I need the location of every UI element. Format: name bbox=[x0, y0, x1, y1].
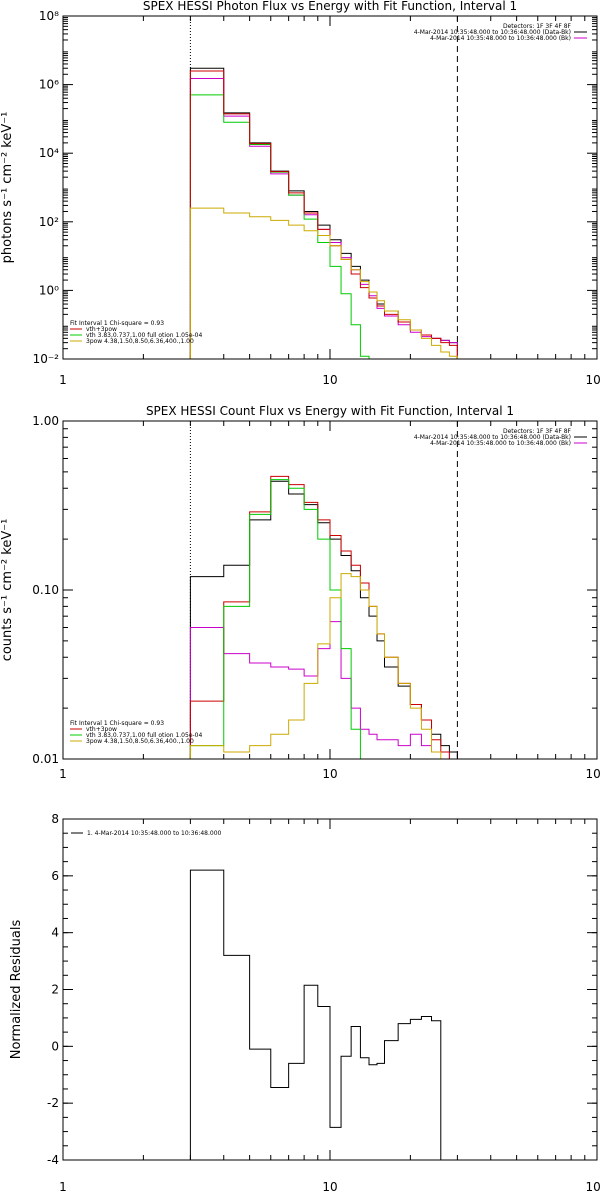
series-line-1 bbox=[189, 621, 458, 759]
legend-entry-text: vth 3.83,0.737,1.00 full otion 1.05e-04 bbox=[86, 732, 202, 739]
series-line-0 bbox=[189, 480, 458, 759]
chart-title: SPEX HESSI Count Flux vs Energy with Fit… bbox=[146, 404, 514, 418]
series-group bbox=[189, 67, 466, 359]
series-line-2 bbox=[189, 94, 370, 359]
fit-info-header: Fit Interval 1 Chi-square = 0.93 bbox=[70, 320, 164, 327]
y-tick-label: 10⁰ bbox=[39, 283, 59, 297]
y-axis-label: counts s⁻¹ cm⁻² keV⁻¹ bbox=[0, 519, 15, 662]
legend-top: Detectors: 1F 3F 4F 8F4-Mar-2014 10:35:4… bbox=[414, 23, 587, 42]
y-axis-label: photons s⁻¹ cm⁻² keV⁻¹ bbox=[0, 112, 15, 264]
x-tick-label: 1 bbox=[59, 1180, 67, 1194]
series-line-3 bbox=[189, 479, 361, 759]
legend-top: Detectors: 1F 3F 4F 8F4-Mar-2014 10:35:4… bbox=[414, 428, 587, 447]
x-tick-label: 10 bbox=[322, 373, 337, 387]
legend-entry-text: vth 3.83,0.737,1.00 full otion 1.05e-04 bbox=[86, 332, 202, 339]
chart-residuals: Normalized Residuals 1 10 100 -4 -2 0 2 4 6 8 1. 4-… bbox=[9, 812, 600, 1194]
y-tick-label: 6 bbox=[51, 869, 59, 883]
legend-bottom: Fit Interval 1 Chi-square = 0.93vth+3pow… bbox=[70, 320, 202, 345]
legend-top: 1. 4-Mar-2014 10:35:48.000 to 10:36:48.0… bbox=[71, 830, 222, 837]
legend-entry-text: 1. 4-Mar-2014 10:35:48.000 to 10:36:48.0… bbox=[87, 830, 222, 837]
y-tick-label: 8 bbox=[51, 812, 59, 826]
series-group bbox=[189, 475, 458, 759]
legend-header: Detectors: 1F 3F 4F 8F bbox=[503, 23, 572, 30]
series-line-4 bbox=[189, 207, 466, 359]
series-line-2 bbox=[189, 475, 458, 759]
series-line-1 bbox=[189, 78, 458, 359]
legend-entry-text: 4-Mar-2014 10:35:48.000 to 10:36:48.000 … bbox=[430, 440, 571, 447]
series-line-3 bbox=[189, 70, 458, 359]
x-tick-label: 100 bbox=[586, 767, 600, 781]
y-tick-label: 4 bbox=[51, 926, 59, 940]
series-line-0 bbox=[189, 869, 442, 1160]
x-tick-label: 1 bbox=[59, 767, 67, 781]
y-tick-label: -2 bbox=[47, 1096, 59, 1110]
y-tick-label: 1.00 bbox=[32, 414, 59, 428]
y-tick-label: 0 bbox=[51, 1039, 59, 1053]
legend-entry-text: vth+3pow bbox=[86, 326, 117, 333]
legend-entry-text: 4-Mar-2014 10:35:48.000 to 10:36:48.000 … bbox=[430, 35, 571, 42]
chart-photon: SPEX HESSI Photon Flux vs Energy with Fi… bbox=[0, 0, 600, 387]
plot-frame bbox=[62, 818, 598, 1161]
legend-entry-text: 3pow 4.38,1.50,8.50,6.36,400.,1.00 bbox=[86, 738, 194, 745]
x-tick-label: 1 bbox=[59, 373, 67, 387]
x-tick-label: 100 bbox=[586, 1180, 600, 1194]
legend-entry-text: vth+3pow bbox=[86, 726, 117, 733]
y-tick-label: -4 bbox=[47, 1153, 59, 1167]
legend-bottom: Fit Interval 1 Chi-square = 0.93vth+3pow… bbox=[70, 720, 202, 745]
y-tick-label: 10⁸ bbox=[39, 9, 59, 23]
series-line-0 bbox=[189, 67, 458, 359]
legend-entry-text: 3pow 4.38,1.50,8.50,6.36,400.,1.00 bbox=[86, 338, 194, 345]
y-tick-label: 0.10 bbox=[32, 583, 59, 597]
x-tick-label: 100 bbox=[586, 373, 600, 387]
plot-frame bbox=[62, 15, 598, 360]
y-tick-label: 10⁶ bbox=[39, 78, 59, 92]
series-group bbox=[189, 869, 442, 1160]
y-axis-label: Normalized Residuals bbox=[9, 920, 24, 1060]
chart-count: SPEX HESSI Count Flux vs Energy with Fit… bbox=[0, 404, 600, 781]
y-tick-label: 0.01 bbox=[32, 752, 59, 766]
plot-frame bbox=[62, 420, 598, 760]
y-tick-label: 10⁻² bbox=[33, 352, 60, 366]
series-line-4 bbox=[189, 573, 442, 759]
y-tick-label: 10⁴ bbox=[39, 146, 59, 160]
legend-header: Detectors: 1F 3F 4F 8F bbox=[503, 428, 572, 435]
chart-title: SPEX HESSI Photon Flux vs Energy with Fi… bbox=[143, 0, 517, 13]
y-tick-label: 10² bbox=[39, 215, 59, 229]
fit-info-header: Fit Interval 1 Chi-square = 0.93 bbox=[70, 720, 164, 727]
legend-entry-text: 4-Mar-2014 10:35:48.000 to 10:36:48.000 … bbox=[414, 29, 571, 36]
y-tick-label: 2 bbox=[51, 983, 59, 997]
x-tick-label: 10 bbox=[322, 767, 337, 781]
x-tick-label: 10 bbox=[322, 1180, 337, 1194]
legend-entry-text: 4-Mar-2014 10:35:48.000 to 10:36:48.000 … bbox=[414, 434, 571, 441]
